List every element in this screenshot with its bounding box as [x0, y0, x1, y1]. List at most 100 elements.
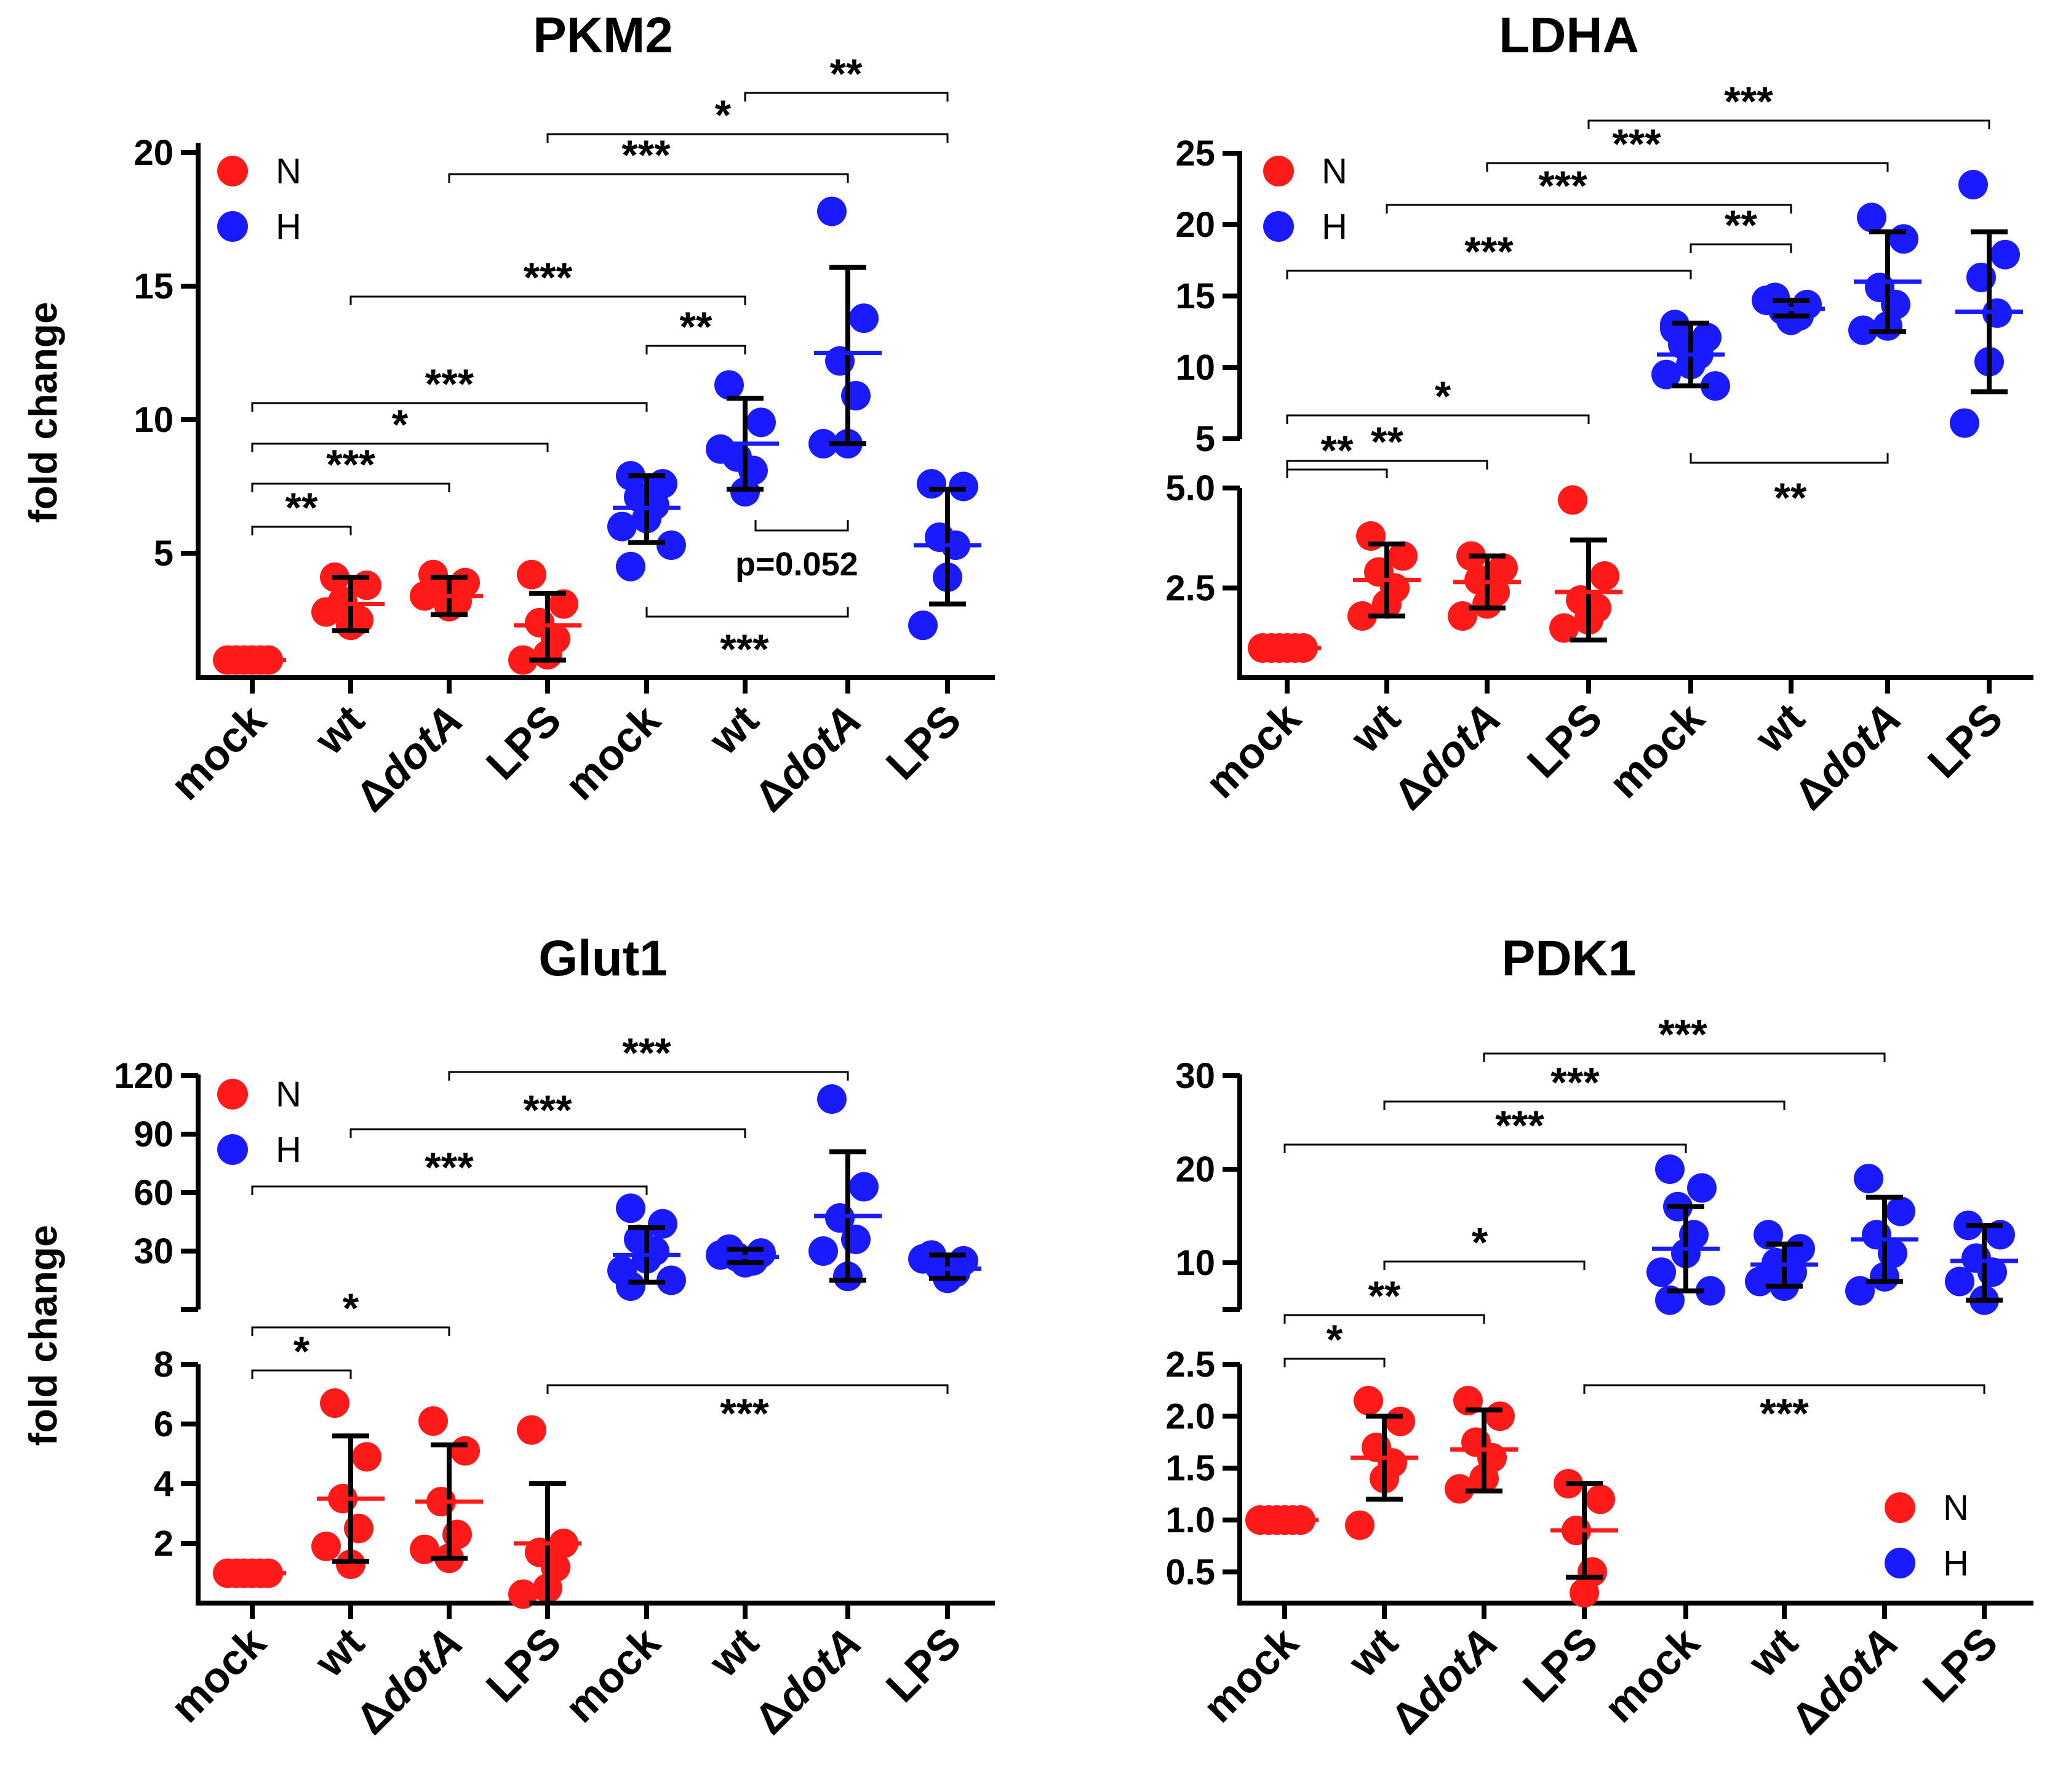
x-tick-label: wt [305, 1618, 373, 1686]
y-tick-label: 5.0 [1165, 468, 1215, 508]
significance-label: * [715, 92, 732, 138]
y-tick-label: 5 [1195, 419, 1215, 459]
significance-bracket [1283, 1358, 1386, 1367]
x-tick-label: mock [556, 1618, 669, 1732]
x-tick-label: ΔdotA [745, 695, 870, 820]
y-tick-label: 1.0 [1165, 1500, 1215, 1540]
data-point [549, 589, 578, 619]
data-point [1776, 305, 1806, 335]
y-tick-label: 2.5 [1165, 569, 1215, 609]
y-tick-label: 4 [154, 1464, 174, 1504]
data-point [1388, 541, 1418, 571]
data-point [616, 1193, 645, 1223]
significance-bracket [251, 526, 352, 535]
significance-label: * [1472, 1219, 1488, 1266]
data-point [1857, 202, 1886, 233]
panel-title: PKM2 [533, 7, 673, 63]
x-tick-label: wt [700, 1618, 768, 1686]
y-tick-label: 6 [154, 1404, 174, 1444]
significance-bracket [1286, 460, 1488, 470]
y-tick-label: 0.5 [1165, 1552, 1215, 1592]
data-point [616, 1271, 645, 1301]
significance-bracket [744, 92, 949, 102]
y-tick-label: 20 [1175, 1150, 1215, 1190]
data-point [656, 530, 686, 560]
data-point [1558, 485, 1587, 515]
data-point [1990, 239, 2020, 270]
data-point [917, 469, 946, 499]
x-tick-label: LPS [877, 695, 970, 788]
significance-label: *** [425, 361, 474, 407]
data-point [1958, 170, 1988, 200]
legend-label-h: H [276, 1130, 301, 1170]
significance-bracket [251, 442, 549, 452]
significance-bracket [1690, 243, 1792, 253]
data-point [352, 1442, 381, 1472]
legend-marker-h [1885, 1548, 1915, 1578]
x-tick-label: ΔdotA [745, 1618, 870, 1743]
x-tick-label: ΔdotA [1384, 694, 1509, 818]
data-point [1386, 1406, 1415, 1436]
significance-label: *** [1550, 1059, 1600, 1106]
significance-label: p=0.052 [735, 546, 858, 583]
data-point [817, 196, 847, 226]
x-tick-label: LPS [1514, 1618, 1606, 1711]
y-tick-label: 2.0 [1165, 1396, 1215, 1436]
data-point [1889, 224, 1918, 254]
significance-label: *** [524, 254, 573, 301]
significance-label: ** [1371, 418, 1403, 465]
legend-marker-n [1263, 156, 1294, 186]
y-tick-label: 10 [134, 400, 174, 440]
y-tick-label: 15 [134, 266, 174, 306]
legend-label-n: N [276, 1074, 301, 1114]
x-tick-label: wt [305, 695, 373, 764]
significance-label: ** [680, 303, 712, 350]
x-tick-label: mock [161, 1618, 275, 1732]
significance-label: * [1435, 373, 1451, 420]
significance-label: *** [1495, 1102, 1544, 1149]
data-point [517, 1415, 546, 1445]
data-point [648, 1209, 677, 1239]
data-point [1886, 1196, 1915, 1226]
significance-label: ** [285, 484, 318, 531]
legend-label-h: H [1943, 1543, 1969, 1583]
significance-label: *** [326, 441, 375, 488]
significance-bracket [1286, 414, 1590, 424]
data-point [336, 1549, 365, 1579]
significance-bracket [1483, 1052, 1886, 1062]
data-point [808, 429, 838, 459]
data-point [1354, 1386, 1383, 1416]
x-tick-label: mock [1196, 694, 1310, 807]
significance-bracket [1283, 1143, 1687, 1153]
data-point [1488, 553, 1518, 583]
data-point [1786, 1234, 1815, 1264]
x-tick-label: mock [1600, 694, 1714, 807]
y-tick-label: 30 [134, 1231, 174, 1271]
x-tick-label: wt [1739, 1618, 1807, 1686]
significance-bracket [448, 1071, 849, 1081]
significance-label: * [1327, 1316, 1343, 1363]
y-tick-label: 8 [154, 1345, 174, 1385]
significance-label: *** [523, 1087, 572, 1134]
y-tick-label: 60 [134, 1173, 174, 1213]
significance-bracket [251, 1185, 648, 1195]
legend-label-n: N [1943, 1488, 1969, 1528]
significance-bracket [1386, 204, 1792, 214]
y-tick-label: 10 [1175, 1243, 1215, 1283]
significance-label: *** [1760, 1390, 1809, 1437]
data-point [1445, 1474, 1474, 1504]
data-point [1945, 1266, 1974, 1297]
data-point [1701, 371, 1730, 401]
x-tick-label: ΔdotA [1782, 1618, 1907, 1743]
x-tick-label: wt [1341, 694, 1410, 762]
legend-marker-n [217, 156, 248, 186]
legend-label-n: N [276, 151, 301, 191]
significance-label: *** [1612, 121, 1661, 167]
y-tick-label: 5 [154, 534, 174, 574]
significance-bracket [1587, 119, 1990, 129]
data-point [418, 1406, 448, 1436]
data-point [1687, 1173, 1717, 1203]
significance-bracket [1286, 270, 1692, 279]
